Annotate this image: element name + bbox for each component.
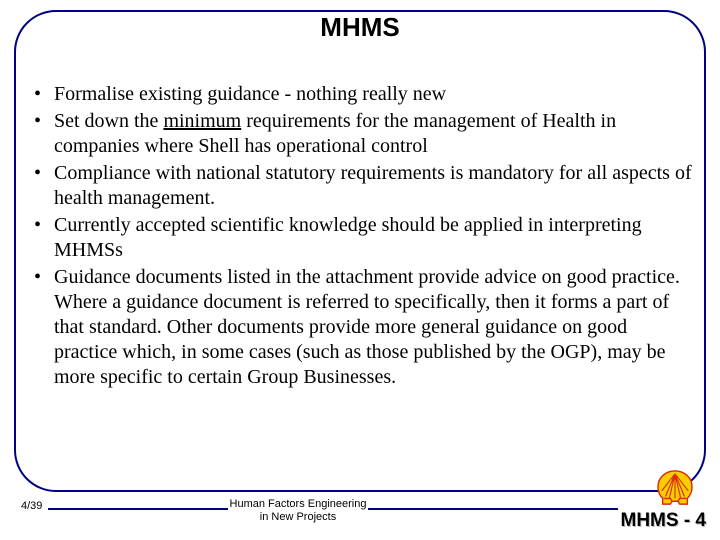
page-indicator: 4/39 <box>18 500 45 512</box>
content-area: • Formalise existing guidance - nothing … <box>32 82 692 392</box>
slide-title: MHMS <box>308 12 411 43</box>
bullet-text: Set down the minimum requirements for th… <box>54 109 692 159</box>
shell-logo-icon <box>656 470 694 506</box>
bullet-mark: • <box>32 82 54 107</box>
footer-slide-number: MHMS - 4 <box>621 510 707 532</box>
bullet-item: • Guidance documents listed in the attac… <box>32 265 692 390</box>
footer-rule-left <box>48 508 228 510</box>
bullet-mark: • <box>32 265 54 290</box>
bullet-item: • Compliance with national statutory req… <box>32 161 692 211</box>
bullet-text: Currently accepted scientific knowledge … <box>54 213 692 263</box>
bullet-item: • Currently accepted scientific knowledg… <box>32 213 692 263</box>
footer: 4/39 Human Factors Engineering in New Pr… <box>0 488 720 540</box>
bullet-text: Formalise existing guidance - nothing re… <box>54 82 692 107</box>
footer-center-line1: Human Factors Engineering <box>228 498 368 511</box>
bullet-mark: • <box>32 213 54 238</box>
bullet-text: Guidance documents listed in the attachm… <box>54 265 692 390</box>
footer-center-line2: in New Projects <box>228 511 368 524</box>
footer-center: Human Factors Engineering in New Project… <box>228 498 368 524</box>
bullet-item: • Set down the minimum requirements for … <box>32 109 692 159</box>
bullet-text: Compliance with national statutory requi… <box>54 161 692 211</box>
footer-rule-right <box>366 508 618 510</box>
bullet-mark: • <box>32 109 54 134</box>
bullet-item: • Formalise existing guidance - nothing … <box>32 82 692 107</box>
bullet-mark: • <box>32 161 54 186</box>
